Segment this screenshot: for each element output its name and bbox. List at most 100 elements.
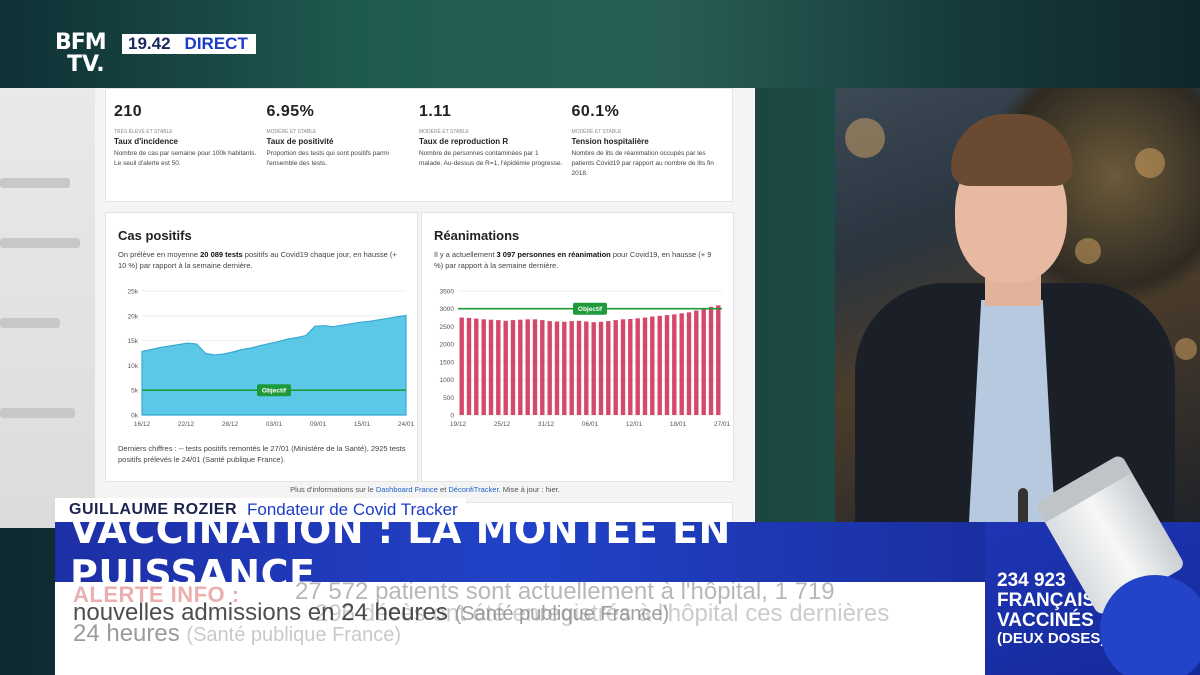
guest-shirt	[968, 300, 1056, 528]
y-tick-label: 20k	[128, 313, 139, 320]
objective-label: Objectif	[578, 306, 603, 313]
kpi-desc: Nombre de cas par semaine pour 100k habi…	[114, 150, 257, 167]
x-tick-label: 09/01	[310, 421, 327, 428]
guest-name: Guillaume Rozier	[69, 501, 237, 518]
kpi-2: 1.11 Modéré et stable Taux de reproduction…	[419, 103, 572, 201]
kpi-value: 210	[114, 103, 143, 120]
icu-bar	[701, 308, 706, 415]
x-tick-label: 24/01	[398, 421, 415, 428]
icu-bar	[540, 320, 545, 415]
icu-bar	[679, 313, 684, 415]
icu-bar	[613, 320, 618, 415]
icu-bar	[650, 316, 655, 415]
icu-bar	[716, 305, 721, 415]
ticker-line-4: 24 heures (Santé publique France)	[73, 620, 401, 647]
ticker-line-1: 27 572 patients sont actuellement à l'hô…	[295, 582, 835, 605]
blurred-webpage-left	[0, 88, 95, 528]
vaccinated-count: 234 923	[997, 570, 1066, 591]
icu-summary: Il y a actuellement 3 097 personnes en r…	[434, 250, 712, 270]
covidtracker-webpage: 210 Très élevé et stable Taux d'incidence N…	[95, 88, 755, 528]
icu-bar	[642, 317, 648, 415]
icu-bar	[525, 319, 530, 415]
x-tick-label: 31/12	[538, 421, 555, 428]
cases-card: Cas positifs On prélève en moyenne 20 08…	[105, 212, 418, 482]
kpi-name: Taux de positivité	[266, 137, 334, 146]
y-tick-label: 500	[443, 395, 454, 402]
objective-badge	[573, 302, 607, 315]
icu-bar	[576, 320, 582, 415]
icu-bar	[510, 320, 516, 415]
x-tick-label: 06/01	[582, 421, 599, 428]
y-tick-label: 2500	[440, 324, 455, 331]
kpi-3: 60.1% Modéré et stable Tension hospitalièr…	[572, 103, 725, 201]
kpi-tag: Modéré et stable	[266, 129, 317, 135]
y-tick-label: 0	[450, 413, 454, 420]
kpi-row: 210 Très élevé et stable Taux d'incidence N…	[105, 88, 733, 202]
kpi-1: 6.95% Modéré et stable Taux de positivité P…	[267, 103, 420, 201]
icu-bar	[620, 319, 626, 415]
kpi-0: 210 Très élevé et stable Taux d'incidence N…	[114, 103, 267, 201]
objective-badge	[257, 384, 291, 397]
dashboard-france-link[interactable]: Dashboard France	[375, 485, 438, 494]
cases-title: Cas positifs	[118, 228, 192, 243]
icu-bar	[488, 319, 494, 415]
kpi-name: Tension hospitalière	[571, 137, 649, 146]
icu-bar	[554, 321, 560, 415]
ticker-line-3: 296 décès ont été enregistrés à l'hôpita…	[315, 600, 890, 627]
icu-bar	[694, 310, 699, 415]
y-tick-label: 0k	[131, 413, 139, 420]
icu-bar	[635, 318, 640, 415]
x-tick-label: 22/12	[178, 421, 195, 428]
x-tick-label: 16/12	[134, 421, 151, 428]
cases-summary: On prélève en moyenne 20 089 tests posit…	[118, 250, 397, 270]
y-tick-label: 3500	[440, 289, 455, 296]
y-tick-label: 10k	[128, 363, 139, 370]
headline-banner: VACCINATION : LA MONTÉE EN PUISSANCE	[55, 508, 985, 596]
kpi-tag: Très élevé et stable	[114, 129, 173, 135]
ticker-line-2: nouvelles admissions en 24 heures (Santé…	[73, 599, 670, 626]
kpi-tag: Modéré et stable	[419, 129, 469, 135]
cases-chart: 0k 5k 10k 15k 20k 25k Objectif 16/12 22/12 28/12 0…	[128, 289, 415, 429]
kpi-value: 6.95%	[266, 103, 315, 120]
kpi-tag: Modéré et stable	[571, 129, 622, 135]
live-badge: DIRECT	[176, 34, 256, 54]
icu-bar	[532, 319, 538, 415]
news-ticker: ALERTE INFO : 27 572 patients sont actue…	[55, 582, 985, 675]
x-tick-label: 19/12	[450, 421, 467, 428]
cases-area	[141, 314, 407, 416]
live-time-bar: 19.42 DIRECT	[122, 34, 256, 54]
y-tick-label: 1500	[440, 359, 455, 366]
icu-card: Réanimations Il y a actuellement 3 097 p…	[421, 212, 734, 482]
icu-chart: 0 500 1000 1500 2000 2500 3000 3500 Objectif 19/1…	[440, 289, 731, 429]
icu-bar	[496, 320, 501, 415]
bfmtv-logo: BFM TV.	[55, 30, 107, 77]
deconfitracker-link[interactable]: DéconfiTracker	[448, 485, 499, 494]
more-info-line: Plus d'informations sur le Dashboard Fra…	[290, 485, 560, 494]
icu-bar	[562, 321, 567, 415]
icu-bar	[628, 319, 633, 415]
icu-bar	[569, 321, 574, 415]
icu-bar	[708, 306, 714, 415]
icu-bar	[459, 317, 464, 415]
icu-bar	[686, 312, 692, 415]
cases-footnote: Derniers chiffres : -- tests positifs re…	[118, 444, 406, 464]
y-tick-label: 3000	[440, 306, 455, 313]
icu-bar	[672, 314, 677, 415]
y-tick-label: 15k	[128, 338, 139, 345]
alert-label: ALERTE INFO :	[73, 582, 240, 607]
icu-bar	[584, 321, 589, 415]
x-tick-label: 27/01	[714, 421, 731, 428]
guest-role: Fondateur de Covid Tracker	[247, 500, 458, 519]
icu-title: Réanimations	[434, 228, 520, 243]
icu-bar	[474, 318, 479, 415]
x-tick-label: 15/01	[354, 421, 371, 428]
icu-bar	[466, 317, 472, 415]
studio-camera-view	[835, 88, 1200, 528]
y-tick-label: 25k	[128, 289, 139, 296]
objective-label: Objectif	[262, 388, 287, 395]
kpi-name: Taux d'incidence	[114, 137, 178, 146]
y-tick-label: 1000	[440, 377, 455, 384]
guest-name-bar: Guillaume Rozier Fondateur de Covid Trac…	[55, 498, 466, 522]
icu-bar	[606, 321, 611, 415]
